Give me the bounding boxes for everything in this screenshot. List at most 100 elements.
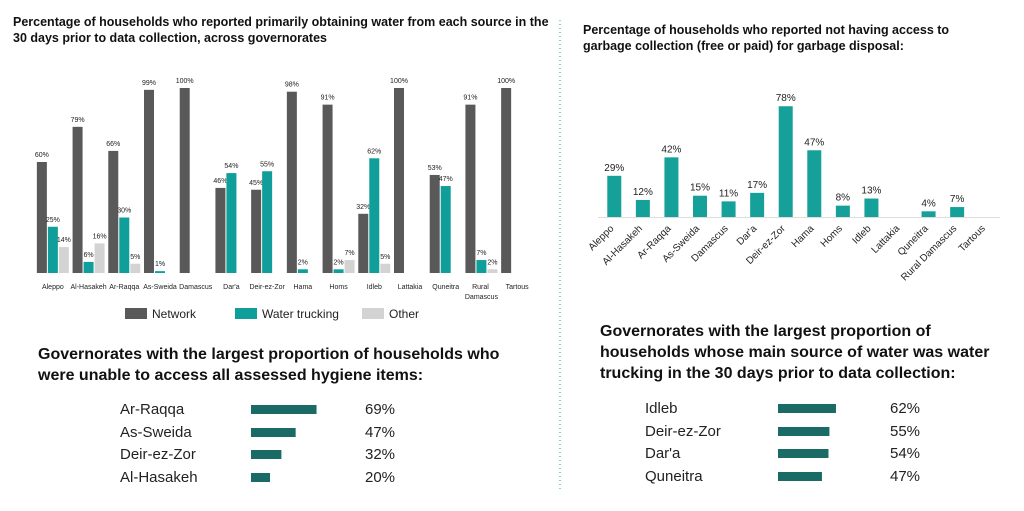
bar [835,205,850,217]
bar [251,428,296,437]
bar [36,162,47,273]
data-label: 66% [106,141,120,148]
bar [369,158,380,273]
data-label: 17% [747,180,767,191]
data-label: 16% [93,233,107,240]
legend-swatch [235,308,257,319]
bar [750,192,765,217]
bar [693,195,707,217]
bar [778,404,836,413]
bar [429,174,440,273]
legend-label: Water trucking [262,307,339,321]
x-tick-label: Rural Damascus [465,284,499,301]
bar [83,261,94,273]
bar [778,472,822,481]
bar [778,106,793,217]
bar [440,186,451,273]
data-label: 2% [334,259,344,266]
bar [921,211,936,217]
data-label: 60% [35,152,49,159]
data-label: 7% [345,250,355,257]
legend-swatch [125,308,147,319]
x-tick-label: Tartous [506,284,529,291]
bar [251,405,317,414]
bar [501,88,512,273]
bar [394,88,404,273]
data-label: 78% [776,93,796,104]
data-label: 11% [719,188,738,199]
data-label: 99% [142,80,156,87]
data-label: 4% [921,198,936,209]
data-label: 15% [690,183,710,194]
bar [179,88,190,273]
data-label: 20% [365,469,395,486]
data-label: 79% [71,117,85,124]
x-tick-label: Homs [819,223,845,249]
data-label: 12% [633,187,653,198]
data-label: 100% [176,78,194,85]
data-label: 45% [249,180,263,187]
chart-title: Percentage of households who reported no… [583,23,950,54]
bar [950,207,965,217]
bar [155,271,165,273]
data-label: 47% [804,137,824,148]
x-tick-label: Aleppo [42,284,64,291]
data-label: 32% [356,204,370,211]
bar [465,104,476,274]
data-label: 6% [84,252,94,259]
data-label: 46% [213,178,227,185]
data-label: 42% [661,144,681,155]
bar [635,199,650,217]
bar [72,126,83,273]
x-tick-label: Hama [790,223,817,250]
data-label: 5% [380,254,390,261]
x-tick-label: As-Sweida [143,284,177,291]
bar [47,226,58,273]
y-tick-label: Ar-Raqqa [120,401,185,418]
bar [333,269,344,273]
bar [108,150,119,273]
data-label: 30% [117,208,131,215]
data-label: 2% [487,259,497,266]
bar [58,247,69,273]
bar [322,104,333,274]
legend-swatch [362,308,384,319]
bar [262,171,273,273]
data-label: 62% [890,400,920,417]
data-label: 25% [46,217,60,224]
bar [476,260,487,273]
data-label: 62% [367,148,381,155]
legend-label: Network [152,307,197,321]
x-tick-label: Lattakia [398,284,423,291]
x-tick-label: Al-Hasakeh [70,284,106,291]
x-tick-label: Deir-ez-Zor [249,284,285,291]
x-tick-label: Dar'a [735,223,760,248]
chart-title: Governorates with the largest proportion… [600,323,990,382]
data-label: 55% [890,423,920,440]
x-tick-label: Ar-Raqqa [109,284,139,291]
data-label: 54% [224,163,238,170]
bar [251,473,270,482]
y-tick-label: Deir-ez-Zor [645,423,721,440]
data-label: 47% [439,176,453,183]
bar [119,217,130,273]
bar [251,450,282,459]
y-tick-label: Dar'a [645,445,681,462]
x-tick-label: Homs [329,284,348,291]
bar [94,243,105,273]
y-tick-label: Quneitra [645,468,703,485]
data-label: 91% [463,95,477,102]
bar [251,189,262,273]
x-tick-label: Idleb [850,223,873,246]
bar [487,269,498,273]
x-tick-label: Damascus [179,284,213,291]
y-tick-label: As-Sweida [120,424,192,441]
data-label: 8% [836,193,851,204]
data-label: 98% [285,82,299,89]
bar [664,157,679,217]
data-label: 47% [890,468,920,485]
x-tick-label: Quneitra [432,284,459,291]
bar [607,175,622,217]
